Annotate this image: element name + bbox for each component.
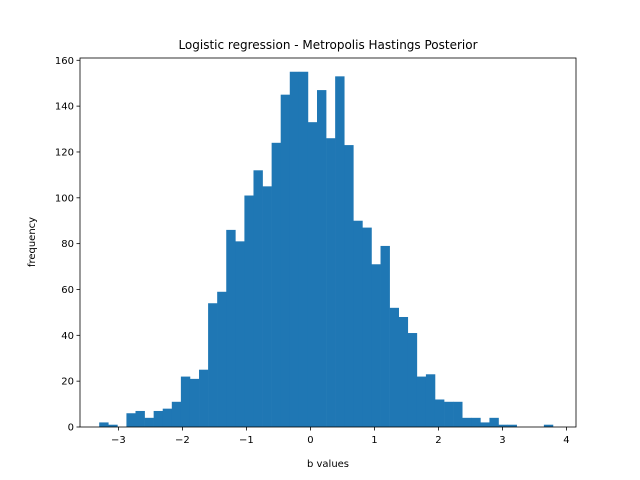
histogram-bar	[180, 376, 191, 427]
histogram-bar	[498, 424, 508, 427]
histogram-bar	[489, 417, 499, 427]
histogram-bar	[153, 410, 164, 427]
y-tick-label: 20	[61, 377, 74, 388]
histogram-bar	[126, 413, 136, 427]
histogram-bar	[471, 417, 481, 427]
histogram-bar	[280, 94, 291, 428]
histogram-bar	[289, 71, 300, 427]
histogram-bar	[326, 138, 336, 427]
histogram-bar	[434, 399, 445, 427]
x-tick-label: 1	[371, 435, 377, 446]
histogram-bar	[253, 170, 263, 428]
histogram-bar	[217, 291, 227, 427]
histogram-bar	[507, 424, 517, 427]
histogram-bar	[480, 422, 490, 427]
y-ticks: 0 20 40 60 80 100 120 140 160	[55, 56, 80, 434]
x-tick-label: −1	[239, 435, 254, 446]
histogram-bar	[244, 195, 254, 427]
plot-frame	[79, 57, 577, 428]
histogram-bar	[144, 417, 154, 427]
histogram-bar	[162, 408, 173, 427]
histogram-bar	[362, 227, 372, 427]
x-tick-label: 4	[563, 435, 569, 446]
histogram-bar	[171, 401, 182, 427]
y-tick-label: 80	[61, 239, 74, 250]
histogram-bar	[189, 378, 200, 427]
y-tick-label: 40	[61, 331, 74, 342]
histogram-bar	[380, 245, 390, 427]
chart-title: Logistic regression - Metropolis Hasting…	[178, 38, 477, 52]
histogram-bar	[444, 401, 454, 427]
histogram-bar	[208, 303, 218, 427]
bars-group	[99, 71, 554, 428]
histogram-bar	[199, 369, 209, 427]
x-axis-label: b values	[307, 459, 349, 470]
histogram-bar	[344, 145, 354, 427]
y-tick-label: 100	[55, 193, 74, 204]
histogram-bar	[262, 186, 272, 427]
x-tick-label: 0	[307, 435, 313, 446]
histogram-bar	[99, 422, 109, 427]
histogram-bar	[271, 142, 282, 428]
x-tick-label: −3	[111, 435, 126, 446]
histogram-bar	[425, 374, 436, 427]
histogram-bar	[226, 229, 236, 427]
histogram-bar	[235, 241, 245, 427]
histogram-bar	[543, 424, 554, 427]
histogram-bar	[335, 76, 345, 427]
histogram-bar	[317, 90, 327, 427]
histogram-bar	[389, 307, 399, 427]
histogram-bar	[135, 410, 145, 427]
histogram-bar	[298, 71, 309, 427]
x-ticks: −3 −2 −1 0 1 2 3 4	[111, 427, 570, 446]
histogram-bar	[371, 264, 381, 427]
histogram-bar	[462, 417, 472, 427]
x-tick-label: 2	[435, 435, 441, 446]
y-tick-label: 140	[55, 102, 74, 113]
x-tick-label: 3	[499, 435, 505, 446]
y-tick-label: 60	[61, 285, 74, 296]
histogram-bar	[416, 376, 427, 427]
histogram-bar	[398, 316, 409, 427]
histogram-bar	[453, 401, 463, 427]
histogram-bar	[307, 122, 318, 428]
histogram-bar	[353, 220, 363, 427]
y-tick-label: 160	[55, 56, 74, 67]
x-tick-label: −2	[175, 435, 190, 446]
y-tick-label: 120	[55, 147, 74, 158]
y-axis-label: frequency	[27, 217, 38, 267]
histogram-bar	[108, 424, 118, 427]
histogram-bar	[407, 333, 418, 427]
y-tick-label: 0	[68, 423, 74, 434]
